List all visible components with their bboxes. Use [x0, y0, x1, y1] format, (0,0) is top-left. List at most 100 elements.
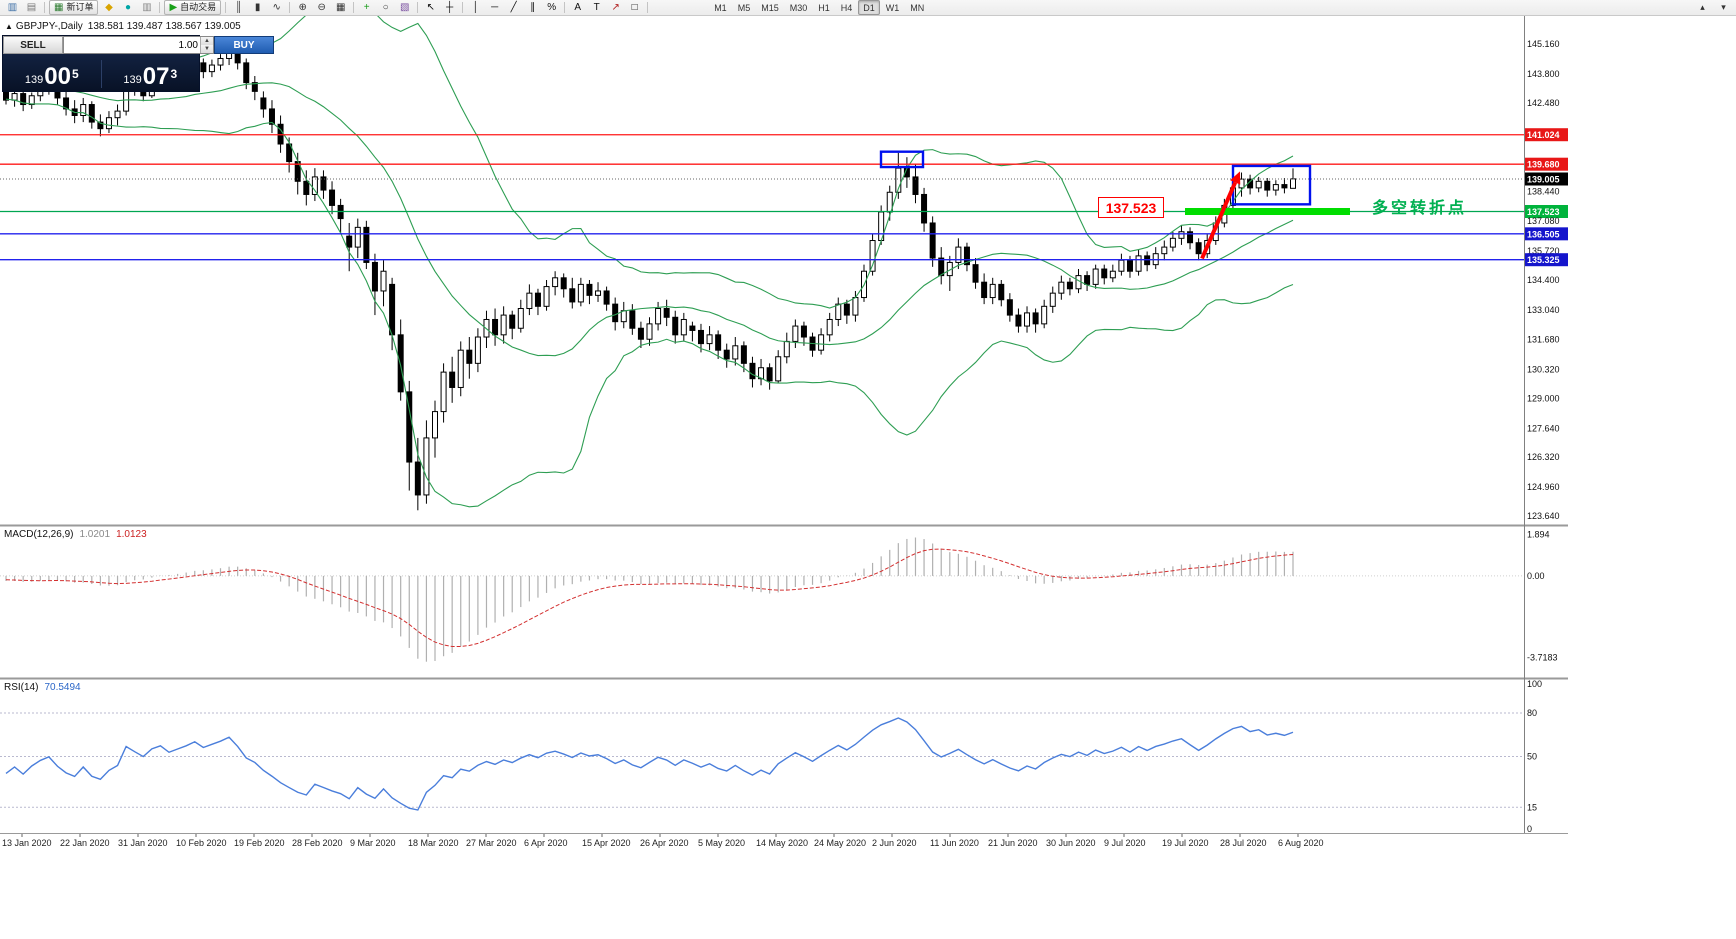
crosshair-icon[interactable]: ┼ — [440, 0, 459, 15]
timeframe-group: M1 M5 M15 M30 H1 H4 D1 W1 MN — [709, 0, 929, 15]
alerts-horn-icon[interactable]: ◆ — [99, 0, 118, 15]
arrow-object-icon[interactable]: ↗ — [606, 0, 625, 15]
tile-windows-icon[interactable]: ▦ — [331, 0, 350, 15]
timeframe-m5-button[interactable]: M5 — [737, 2, 751, 13]
horizontal-lines[interactable] — [0, 134, 1524, 261]
red-trend-arrow[interactable] — [1200, 181, 1238, 260]
line-chart-icon[interactable]: ∿ — [267, 0, 286, 15]
svg-text:1.894: 1.894 — [1527, 529, 1550, 539]
zoom-in-icon: ⊕ — [298, 1, 307, 13]
zoom-out-icon: ⊖ — [317, 1, 326, 13]
horizontal-line-icon: ─ — [491, 1, 499, 13]
zoom-out-icon[interactable]: ⊖ — [312, 0, 331, 15]
trendline-icon[interactable]: ╱ — [504, 0, 523, 15]
svg-text:27 Mar 2020: 27 Mar 2020 — [466, 838, 517, 848]
toolbar-overflow-down[interactable]: ▾ — [1721, 2, 1726, 12]
line-chart-icon: ∿ — [272, 1, 281, 13]
new-chart-icon[interactable]: ▥ — [3, 0, 22, 15]
sell-price-display[interactable]: 139 00 5 — [24, 63, 79, 90]
market-watch-icon[interactable]: ▥ — [137, 0, 156, 15]
toolbar-overflow-up[interactable]: ▴ — [1700, 2, 1705, 12]
volume-spinner[interactable]: ▲ ▼ — [200, 37, 213, 53]
new-order-button: ▦ — [54, 1, 64, 13]
toolbar-separator — [564, 2, 566, 13]
cursor-icon[interactable]: ↖ — [421, 0, 440, 15]
svg-text:-3.7183: -3.7183 — [1527, 652, 1558, 662]
turning-point-annotation[interactable]: 多空转折点 — [1372, 200, 1468, 217]
sell-button[interactable]: SELL — [3, 36, 63, 54]
volume-input[interactable] — [64, 37, 200, 53]
zoom-in-icon[interactable]: ⊕ — [293, 0, 312, 15]
buy-button[interactable]: BUY — [214, 36, 274, 54]
arrow-object-icon: ↗ — [611, 1, 620, 13]
chart-objects[interactable] — [879, 150, 1350, 260]
shapes-icon[interactable]: □ — [625, 0, 644, 15]
volume-up-icon[interactable]: ▲ — [201, 37, 213, 45]
support-price-annotation[interactable]: 137.523 — [1098, 197, 1164, 218]
svg-text:5 May 2020: 5 May 2020 — [698, 838, 745, 848]
svg-text:126.320: 126.320 — [1527, 452, 1560, 462]
timeframe-w1-button[interactable]: W1 — [885, 2, 900, 13]
svg-text:31 Jan 2020: 31 Jan 2020 — [118, 838, 168, 848]
channel-icon[interactable]: ∥ — [523, 0, 542, 15]
templates-icon[interactable]: ▧ — [395, 0, 414, 15]
candlestick-chart-icon[interactable]: ▮ — [248, 0, 267, 15]
horizontal-line-icon[interactable]: ─ — [485, 0, 504, 15]
svg-text:129.000: 129.000 — [1527, 393, 1560, 403]
svg-text:0: 0 — [1527, 824, 1532, 834]
svg-text:141.024: 141.024 — [1527, 130, 1560, 140]
fibonacci-icon[interactable]: % — [542, 0, 561, 15]
tile-windows-icon: ▦ — [335, 1, 346, 13]
auto-trading-button[interactable]: ▶ 自动交易 — [164, 0, 222, 15]
svg-text:26 Apr 2020: 26 Apr 2020 — [640, 838, 689, 848]
timeframe-h1-button[interactable]: H1 — [818, 2, 830, 13]
svg-text:134.400: 134.400 — [1527, 275, 1560, 285]
svg-text:145.160: 145.160 — [1527, 39, 1560, 49]
community-icon[interactable]: ● — [118, 0, 137, 15]
timeframe-m1-button[interactable]: M1 — [714, 2, 727, 13]
alerts-horn-icon: ◆ — [105, 1, 113, 13]
timeframe-mn-button[interactable]: MN — [910, 2, 925, 13]
buy-price-display[interactable]: 139 07 3 — [123, 63, 178, 90]
toolbar-separator — [289, 2, 291, 13]
bar-chart-icon[interactable]: ║ — [229, 0, 248, 15]
timeframe-d1-button[interactable]: D1 — [858, 0, 880, 15]
market-watch-icon: ▥ — [142, 1, 152, 13]
timeframe-m30-button[interactable]: M30 — [789, 2, 808, 13]
community-icon: ● — [124, 1, 131, 13]
auto-trading-button: ▶ — [169, 1, 178, 13]
blue-rectangle-1[interactable] — [879, 150, 925, 169]
svg-text:136.505: 136.505 — [1527, 229, 1560, 239]
svg-text:142.480: 142.480 — [1527, 98, 1560, 108]
volume-down-icon[interactable]: ▼ — [201, 45, 213, 53]
text-icon[interactable]: A — [568, 0, 587, 15]
red-arrow-head — [1230, 171, 1241, 185]
timeframe-h4-button[interactable]: H4 — [840, 2, 853, 13]
candlestick-series — [3, 44, 1296, 511]
svg-text:24 May 2020: 24 May 2020 — [814, 838, 866, 848]
new-order-button[interactable]: ▦ 新订单 — [49, 0, 99, 15]
date-axis[interactable]: 13 Jan 2020 22 Jan 2020 31 Jan 2020 10 Feb … — [2, 834, 1324, 848]
svg-text:137.080: 137.080 — [1527, 216, 1560, 226]
indicators-icon[interactable]: + — [357, 0, 376, 15]
panel-collapse-icon[interactable]: ▲ — [5, 22, 13, 31]
svg-text:9 Jul 2020: 9 Jul 2020 — [1104, 838, 1146, 848]
toolbar-separator — [462, 2, 464, 13]
macd-histogram — [5, 537, 1294, 662]
svg-text:22 Jan 2020: 22 Jan 2020 — [60, 838, 110, 848]
profiles-icon[interactable]: ▤ — [22, 0, 41, 15]
crosshair-icon: ┼ — [446, 1, 454, 13]
toolbar-separator — [159, 2, 161, 13]
vertical-line-icon: │ — [472, 1, 479, 13]
text-icon: A — [574, 1, 582, 13]
label-icon[interactable]: T — [587, 0, 606, 15]
green-support-bar[interactable] — [1185, 208, 1350, 216]
vertical-line-icon[interactable]: │ — [466, 0, 485, 15]
price-axis[interactable]: 145.160 143.800 142.480 141.024 139.680 139.0… — [1525, 39, 1568, 521]
periods-icon[interactable]: ○ — [376, 0, 395, 15]
svg-text:18 Mar 2020: 18 Mar 2020 — [408, 838, 459, 848]
svg-text:28 Jul 2020: 28 Jul 2020 — [1220, 838, 1267, 848]
timeframe-m15-button[interactable]: M15 — [761, 2, 779, 13]
